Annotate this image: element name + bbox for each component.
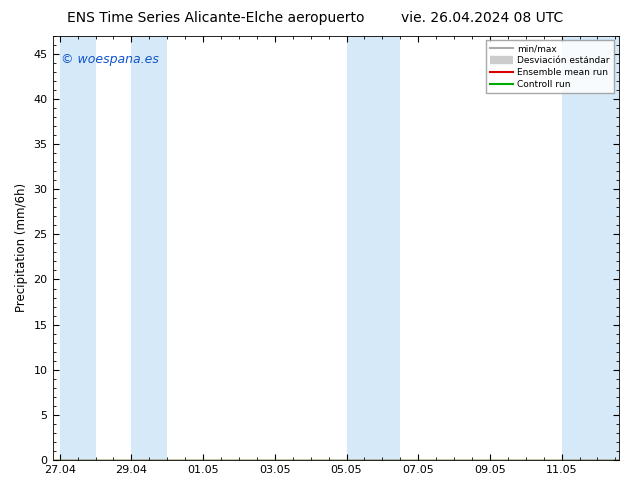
Y-axis label: Precipitation (mm/6h): Precipitation (mm/6h) (15, 183, 28, 313)
Bar (60, 36, 96, 460)
Text: ENS Time Series Alicante-Elche aeropuerto: ENS Time Series Alicante-Elche aeropuert… (67, 11, 365, 25)
Text: vie. 26.04.2024 08 UTC: vie. 26.04.2024 08 UTC (401, 11, 563, 25)
Legend: min/max, Desviación estándar, Ensemble mean run, Controll run: min/max, Desviación estándar, Ensemble m… (486, 40, 614, 93)
Bar (562, 36, 619, 460)
Bar (131, 36, 167, 460)
Bar (347, 36, 400, 460)
Text: © woespana.es: © woespana.es (61, 52, 159, 66)
